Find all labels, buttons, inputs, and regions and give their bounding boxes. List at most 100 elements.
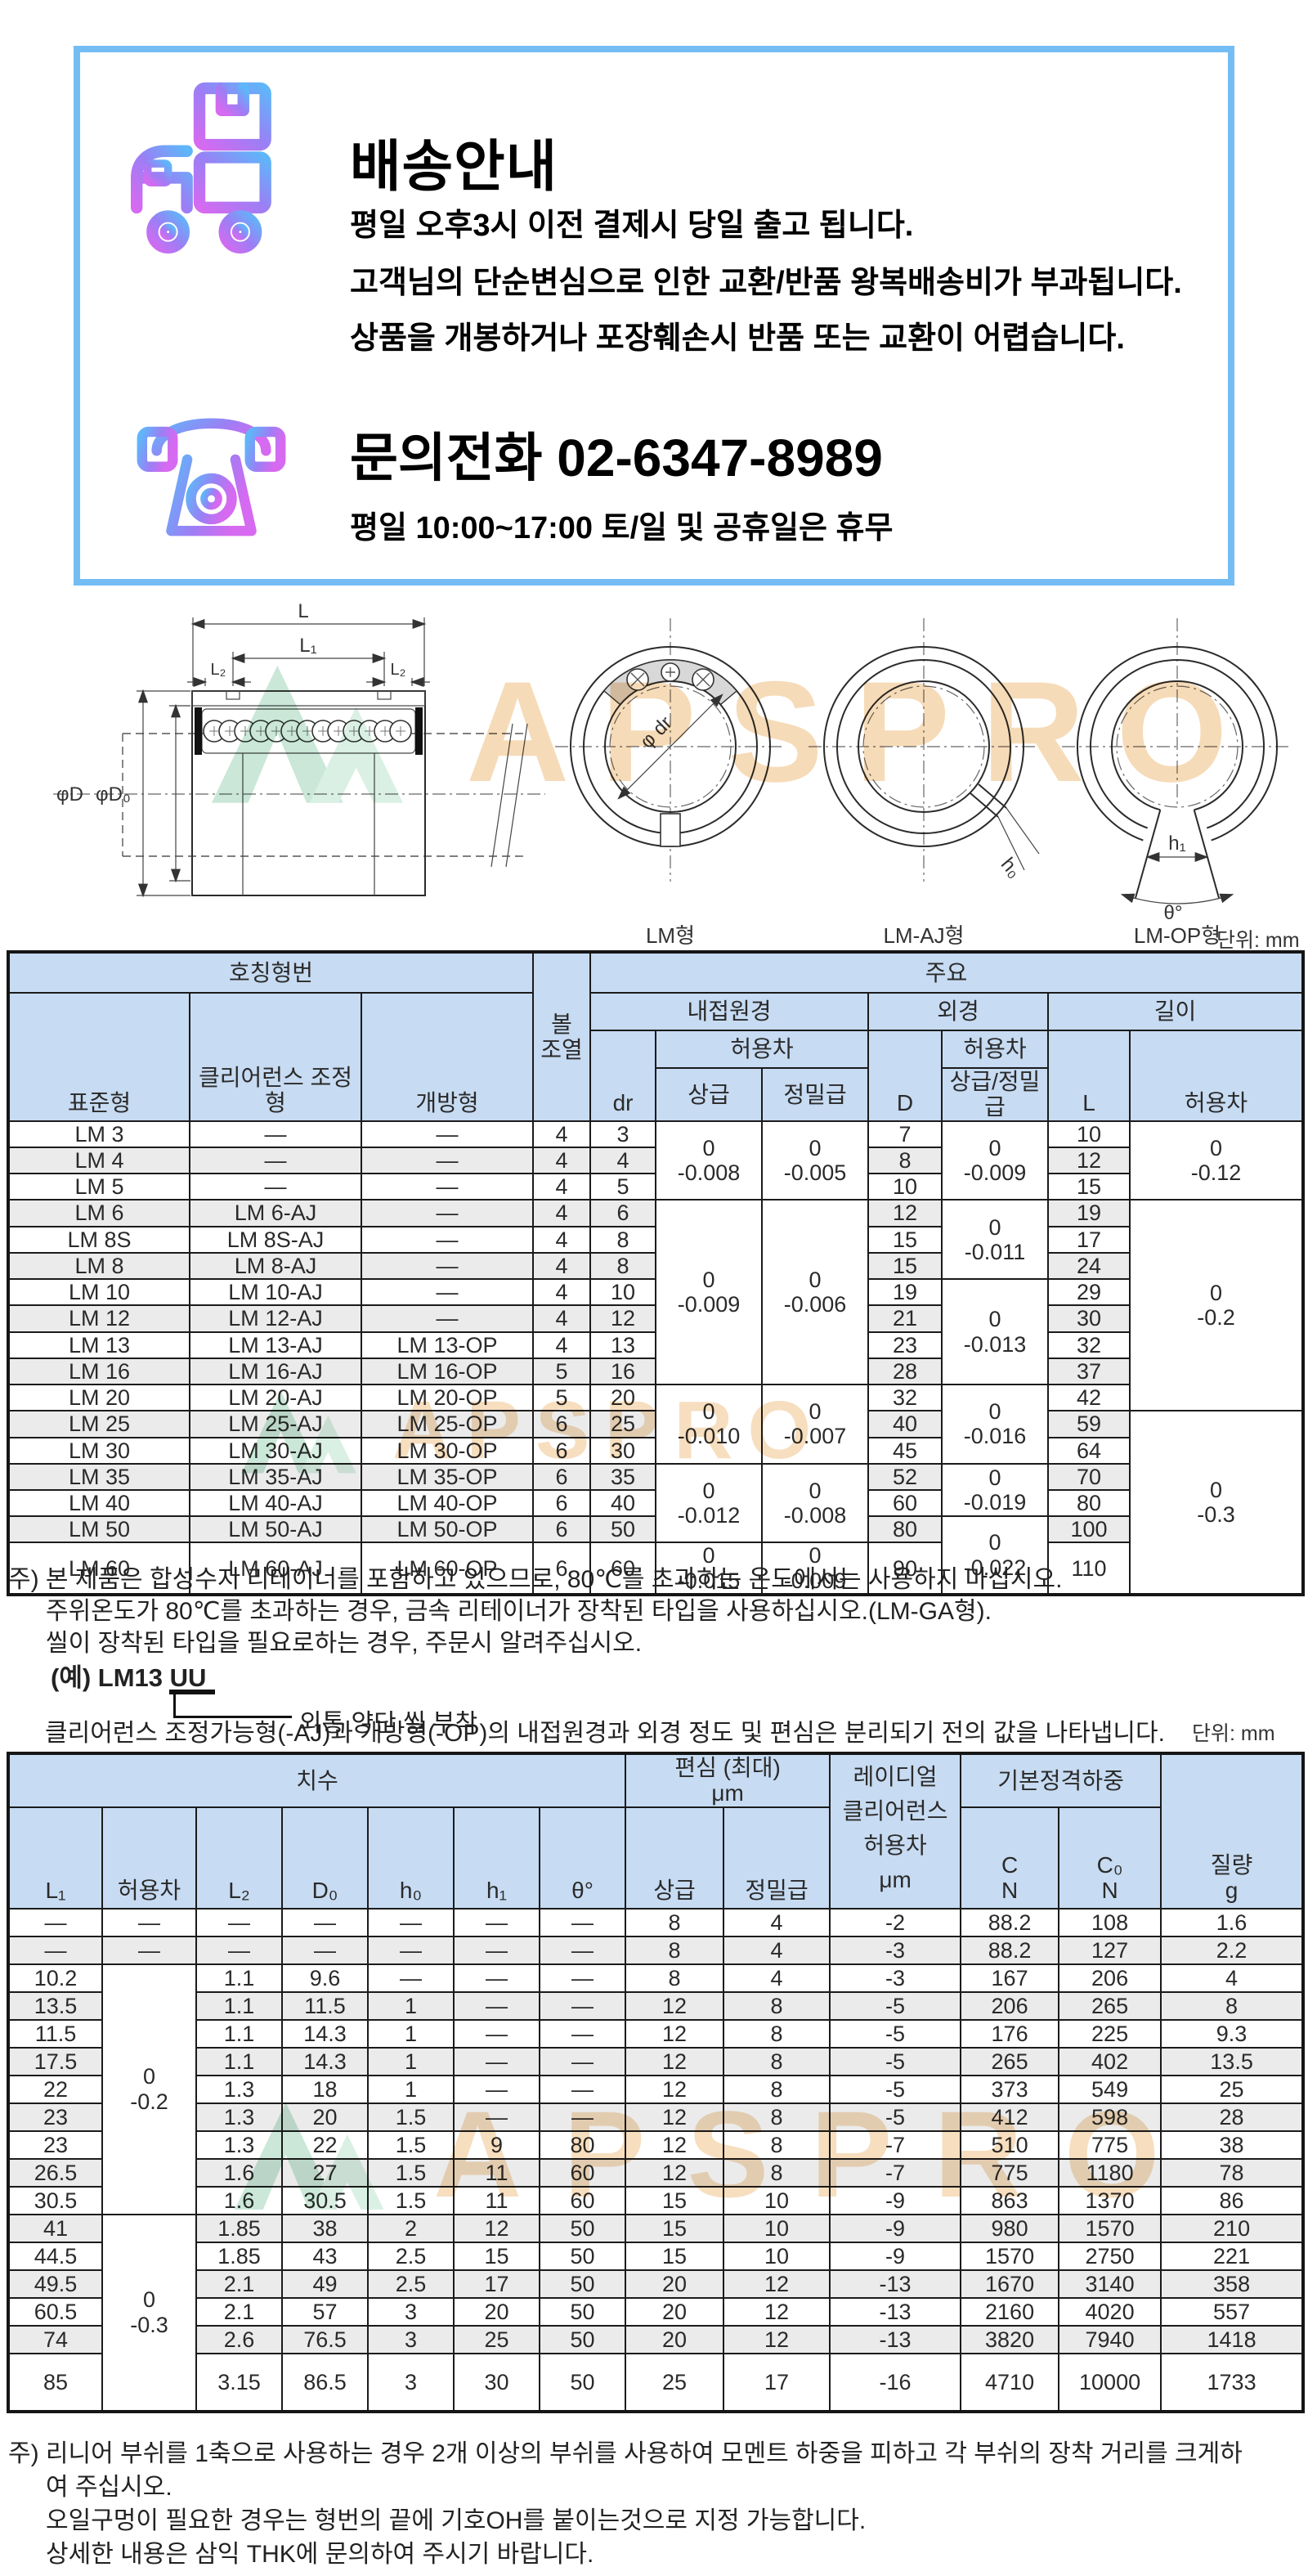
table-cell: 4 <box>723 1907 831 1937</box>
table-cell: LM 16-AJ <box>189 1357 362 1386</box>
example-connector-line <box>173 1694 292 1718</box>
table-cell: 1670 <box>960 2269 1060 2299</box>
table1-notes: 주) 본 제품은 합성수지 리테이너를 포함하고 있으므로, 80℃를 초과하는… <box>8 1564 1062 1659</box>
table-cell: 4 <box>532 1199 592 1227</box>
table-cell: 12 <box>625 1990 725 2021</box>
table-cell: 30 <box>589 1436 657 1465</box>
table-cell: 8 <box>625 1907 725 1937</box>
model-example-code: (예) LM13 UU <box>51 1663 207 1692</box>
table-row: 60.5 2.1 57 3 20 50 20 12 -13 2160 4020 557 <box>7 2296 1305 2327</box>
table-cell: 12 <box>625 2129 725 2160</box>
table-cell: 0 -0.3 <box>101 2213 197 2412</box>
table-cell: 0 -0.007 <box>761 1384 870 1465</box>
table-cell: 8 <box>589 1251 657 1281</box>
table-cell: LM 12-AJ <box>189 1304 362 1333</box>
table-cell: 50 <box>589 1515 657 1544</box>
table-row: LM 13 LM 13-AJ LM 13-OP 4 13 23 32 <box>7 1331 1303 1359</box>
table-cell: LM 25 <box>7 1410 190 1438</box>
table-cell: LM 25-OP <box>360 1410 535 1438</box>
table-row: LM 12 LM 12-AJ —4 12 21 30 <box>7 1304 1303 1333</box>
contact-title: 문의전화 02-6347-8989 <box>350 428 883 487</box>
table-cell: 2160 <box>960 2296 1060 2327</box>
table-cell: — <box>281 1935 369 1965</box>
header-L: L <box>1047 1030 1131 1122</box>
table-cell: 3 <box>589 1120 657 1148</box>
table-cell: 8 <box>723 2102 831 2132</box>
table-cell: 25 <box>625 2352 725 2412</box>
table-cell: 6 <box>532 1515 592 1544</box>
table-cell: 10 <box>723 2213 831 2243</box>
table-cell: LM 50-AJ <box>189 1515 362 1544</box>
table-row: LM 3— —4 3 0 -0.008 0 -0.005 7 0 -0.009 10 0 -0.12 <box>7 1120 1305 1201</box>
table-cell: LM 4 <box>7 1146 190 1175</box>
table-cell: 60 <box>538 2185 627 2215</box>
header-D0: D₀ <box>281 1806 369 1910</box>
table-cell: 23 <box>7 2102 103 2132</box>
header-model-group: 호칭형번 <box>7 951 535 994</box>
table-cell: 15 <box>625 2185 725 2215</box>
header-L1: L₁ <box>7 1806 103 1910</box>
table-cell: — <box>538 1963 627 1993</box>
table-cell: 6 <box>589 1199 657 1227</box>
table-cell: 12 <box>867 1199 943 1227</box>
header-grade-high: 상급 <box>625 1806 725 1910</box>
table-cell: 5 <box>589 1173 657 1201</box>
table-cell: — <box>360 1146 535 1175</box>
table-cell: -3 <box>829 1963 962 1993</box>
table-cell: LM 40-AJ <box>189 1488 362 1518</box>
table-cell: — <box>7 1935 103 1965</box>
table-cell: — <box>538 2046 627 2076</box>
table-row: LM 50 LM 50-AJ LM 50-OP 6 50 80 0 -0.022 100 <box>7 1515 1303 1595</box>
header-theta: θ° <box>538 1806 627 1910</box>
table-cell: 0 -0.019 <box>941 1462 1050 1518</box>
table-cell: — <box>195 1907 283 1937</box>
table-cell: 1370 <box>1058 2185 1162 2215</box>
shipping-title: 배송안내 <box>350 135 558 198</box>
table-cell: 13.5 <box>7 1990 103 2021</box>
table-cell: 0 -0.008 <box>655 1120 764 1201</box>
table-cell: 88.2 <box>960 1907 1060 1937</box>
table-cell: 26.5 <box>7 2157 103 2188</box>
table-row: 26.5 1.6 27 1.5 11 60 12 8 -7 775 1180 78 <box>7 2157 1305 2188</box>
header-eccentricity-group: 편심 (최대) μm <box>625 1752 831 1808</box>
table-row: 85 3.15 86.5 3 30 50 25 17 -16 4710 10000 1733 <box>7 2352 1305 2412</box>
header-h1: h₁ <box>453 1806 540 1910</box>
table-cell: 12 <box>723 2324 831 2354</box>
table-cell: 167 <box>960 1963 1060 1993</box>
table-cell: 30 <box>453 2352 540 2412</box>
table-cell: 9 <box>453 2129 540 2160</box>
table-cell: 8 <box>723 2157 831 2188</box>
header-inner-dia: 내접원경 <box>589 992 870 1031</box>
table-cell: -5 <box>829 2074 962 2104</box>
table-cell: 510 <box>960 2129 1060 2160</box>
table-cell: -9 <box>829 2185 962 2215</box>
table-cell: LM 35 <box>7 1462 190 1492</box>
table-cell: 4 <box>532 1146 592 1175</box>
table-cell: 19 <box>867 1278 943 1307</box>
table-cell: LM 8 <box>7 1251 190 1281</box>
table-cell: 43 <box>281 2241 369 2271</box>
dim-label-theta: θ° <box>1164 902 1183 922</box>
table-cell: 4 <box>532 1120 592 1148</box>
table-cell: 5 <box>532 1357 592 1386</box>
table-row: 30.5 1.6 30.5 1.5 11 60 15 10 -9 863 1370 86 <box>7 2185 1305 2215</box>
table-cell: 0 -0.012 <box>655 1462 764 1544</box>
table-cell: 6 <box>532 1410 592 1438</box>
table-cell: 6 <box>532 1436 592 1465</box>
dim-label-L: L <box>298 601 308 622</box>
table-cell: 1418 <box>1160 2324 1305 2354</box>
table-cell: 25 <box>589 1410 657 1438</box>
dim-label-L2: L₂ <box>391 661 406 679</box>
table-cell: — <box>538 1907 627 1937</box>
table-row: 44.5 1.85 43 2.5 15 50 15 10 -9 1570 2750 221 <box>7 2241 1305 2271</box>
table-cell: 20 <box>625 2269 725 2299</box>
table-cell: — <box>538 2018 627 2049</box>
table-cell: LM 8S-AJ <box>189 1225 362 1254</box>
table-cell: 1180 <box>1058 2157 1162 2188</box>
dim-label-h1: h₁ <box>1168 832 1185 855</box>
table-cell: 30 <box>1047 1304 1131 1333</box>
table-cell: LM 50 <box>7 1515 190 1544</box>
table-cell: 4 <box>532 1173 592 1201</box>
